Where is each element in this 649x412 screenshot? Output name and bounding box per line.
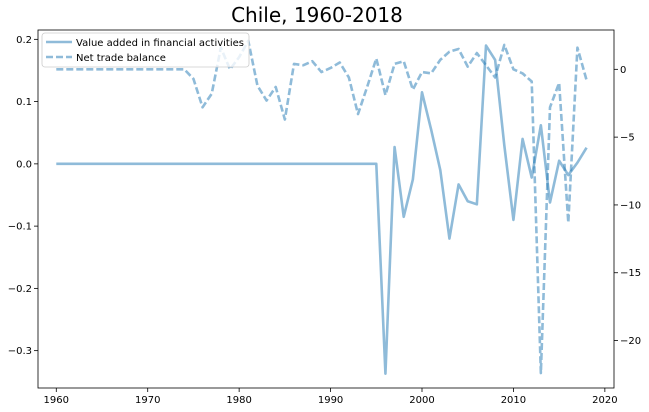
series-line-net-trade-balance <box>56 39 588 375</box>
y-left-tick-label: −0.1 <box>8 222 32 233</box>
legend: Value added in financial activities Net … <box>41 32 250 68</box>
plot-frame <box>37 29 615 389</box>
y-right-tick-label: −5 <box>620 133 635 144</box>
y-right-tick-label: 0 <box>620 65 626 76</box>
y-left-tick-label: −0.3 <box>8 346 32 357</box>
legend-box <box>41 32 250 68</box>
y-left-tick-label: 0.1 <box>16 97 32 108</box>
legend-label-trade: Net trade balance <box>76 53 166 64</box>
x-tick-label: 2020 <box>592 395 617 406</box>
x-tick-label: 2000 <box>409 395 434 406</box>
series-line-financial-value-added <box>56 44 588 375</box>
x-tick-label: 1960 <box>44 395 69 406</box>
x-tick-label: 1990 <box>318 395 343 406</box>
legend-label-financial: Value added in financial activities <box>76 38 244 49</box>
y-right-tick-label: −10 <box>620 200 641 211</box>
x-tick-label: 2010 <box>501 395 526 406</box>
chart-title: Chile, 1960-2018 <box>231 3 403 27</box>
y-left-tick-label: 0.0 <box>16 159 32 170</box>
y-right-tick-label: −20 <box>620 336 641 347</box>
x-tick-label: 1980 <box>226 395 251 406</box>
y-left-tick-label: 0.2 <box>16 35 32 46</box>
x-tick-label: 1970 <box>135 395 160 406</box>
y-left-tick-label: −0.2 <box>8 284 32 295</box>
y-right-tick-label: −15 <box>620 268 641 279</box>
